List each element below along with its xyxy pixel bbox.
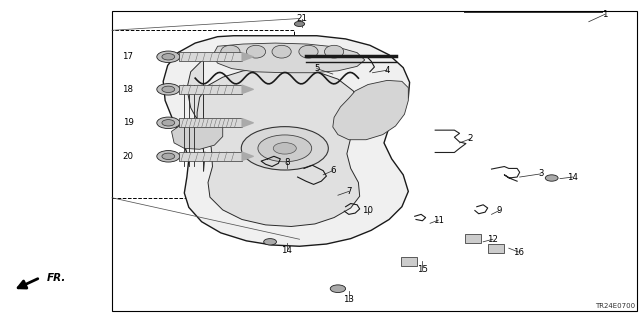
Ellipse shape [221, 45, 240, 58]
Text: TR24E0700: TR24E0700 [595, 303, 635, 309]
Bar [465, 234, 481, 243]
Circle shape [162, 54, 175, 60]
Circle shape [157, 51, 180, 63]
FancyArrowPatch shape [242, 53, 253, 61]
Text: 9: 9 [497, 206, 502, 215]
Text: 12: 12 [487, 235, 499, 244]
Text: 13: 13 [343, 295, 355, 304]
Bar [112, 11, 637, 311]
Circle shape [264, 239, 276, 245]
Ellipse shape [299, 45, 318, 58]
Polygon shape [187, 59, 360, 226]
Circle shape [162, 120, 175, 126]
Text: 14: 14 [281, 246, 292, 255]
Circle shape [294, 21, 305, 26]
Circle shape [241, 127, 328, 170]
Text: 18: 18 [122, 85, 134, 94]
Bar [179, 118, 242, 127]
Circle shape [162, 153, 175, 160]
Polygon shape [172, 120, 223, 149]
Polygon shape [163, 36, 410, 246]
Circle shape [162, 86, 175, 93]
Text: 14: 14 [567, 173, 579, 182]
Text: 17: 17 [122, 52, 134, 61]
Text: 6: 6 [330, 166, 335, 175]
Text: 16: 16 [513, 248, 524, 256]
Text: 20: 20 [122, 152, 134, 161]
Circle shape [330, 285, 346, 293]
Text: 10: 10 [362, 206, 374, 215]
Text: 3: 3 [538, 169, 543, 178]
Circle shape [545, 175, 558, 181]
Ellipse shape [246, 45, 266, 58]
Bar [179, 52, 242, 61]
Polygon shape [212, 43, 365, 73]
FancyArrowPatch shape [242, 152, 253, 160]
Text: 19: 19 [123, 118, 133, 127]
Polygon shape [333, 80, 408, 140]
Text: 7: 7 [346, 187, 351, 196]
Circle shape [258, 135, 312, 162]
Text: 8: 8 [284, 158, 289, 167]
Bar [179, 152, 242, 161]
Bar [179, 85, 242, 94]
FancyArrowPatch shape [242, 85, 253, 93]
Text: 2: 2 [468, 134, 473, 143]
Circle shape [157, 84, 180, 95]
Circle shape [157, 117, 180, 129]
Text: 4: 4 [385, 66, 390, 75]
Circle shape [157, 151, 180, 162]
Text: 15: 15 [417, 265, 428, 274]
Bar [401, 257, 417, 266]
Text: 11: 11 [433, 216, 444, 225]
Ellipse shape [272, 45, 291, 58]
Text: 1: 1 [602, 10, 607, 19]
Bar [112, 30, 294, 198]
Circle shape [273, 143, 296, 154]
Text: FR.: FR. [47, 273, 66, 284]
Text: 21: 21 [296, 14, 308, 23]
Bar [488, 244, 504, 253]
Ellipse shape [324, 45, 344, 58]
FancyArrowPatch shape [242, 119, 253, 127]
Text: 5: 5 [314, 64, 319, 73]
